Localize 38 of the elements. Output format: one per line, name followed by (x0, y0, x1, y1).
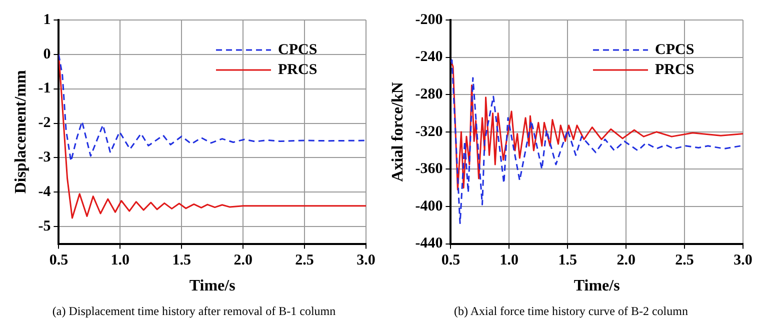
y-tick-label: -240 (415, 49, 443, 66)
y-tick-label: -280 (415, 86, 443, 102)
x-tick-label: 2.0 (616, 252, 636, 269)
y-axis-title: Axial force/kN (390, 82, 407, 182)
x-tick-label: 2.5 (675, 252, 694, 269)
legend-label: PRCS (278, 62, 318, 78)
y-tick-label: -4 (38, 184, 52, 200)
y-axis-title: Displacement/mm (12, 69, 30, 194)
legend-label: CPCS (655, 42, 694, 58)
text: (a) Displacement time history after removal of B-1 column (51, 304, 337, 319)
y-tick-label: 0 (43, 46, 51, 62)
y-tick-label: -440 (415, 236, 443, 252)
y-tick-label: -1 (38, 80, 51, 97)
x-tick-label: 3.0 (356, 252, 376, 269)
y-tick-label: -360 (415, 161, 443, 178)
legend-label: CPCS (278, 42, 318, 58)
y-tick-label: 1 (43, 12, 51, 28)
x-axis-title: Time/s (189, 278, 236, 295)
x-axis-title: Time/s (574, 278, 620, 295)
y-tick-label: -400 (415, 198, 443, 214)
text: (b) Axial force time history curve of B-2 column (453, 304, 689, 319)
y-tick-label: -5 (38, 218, 51, 234)
x-tick-label: 1.0 (500, 252, 519, 269)
x-tick-label: 1.5 (558, 252, 577, 269)
y-tick-label: -3 (38, 150, 51, 166)
x-tick-label: 3.0 (734, 252, 752, 269)
x-tick-label: 2.5 (295, 252, 314, 269)
x-tick-label: 0.5 (49, 252, 68, 269)
x-tick-label: 0.5 (441, 252, 460, 269)
x-tick-label: 2.0 (234, 252, 252, 269)
legend-label: PRCS (655, 62, 694, 78)
y-tick-label: -200 (415, 12, 443, 28)
y-tick-label: -320 (415, 124, 443, 140)
x-tick-label: 1.5 (172, 252, 191, 269)
line-series (450, 59, 743, 224)
line-series (58, 54, 366, 162)
y-tick-label: -2 (38, 115, 51, 132)
x-tick-label: 1.0 (110, 252, 130, 269)
